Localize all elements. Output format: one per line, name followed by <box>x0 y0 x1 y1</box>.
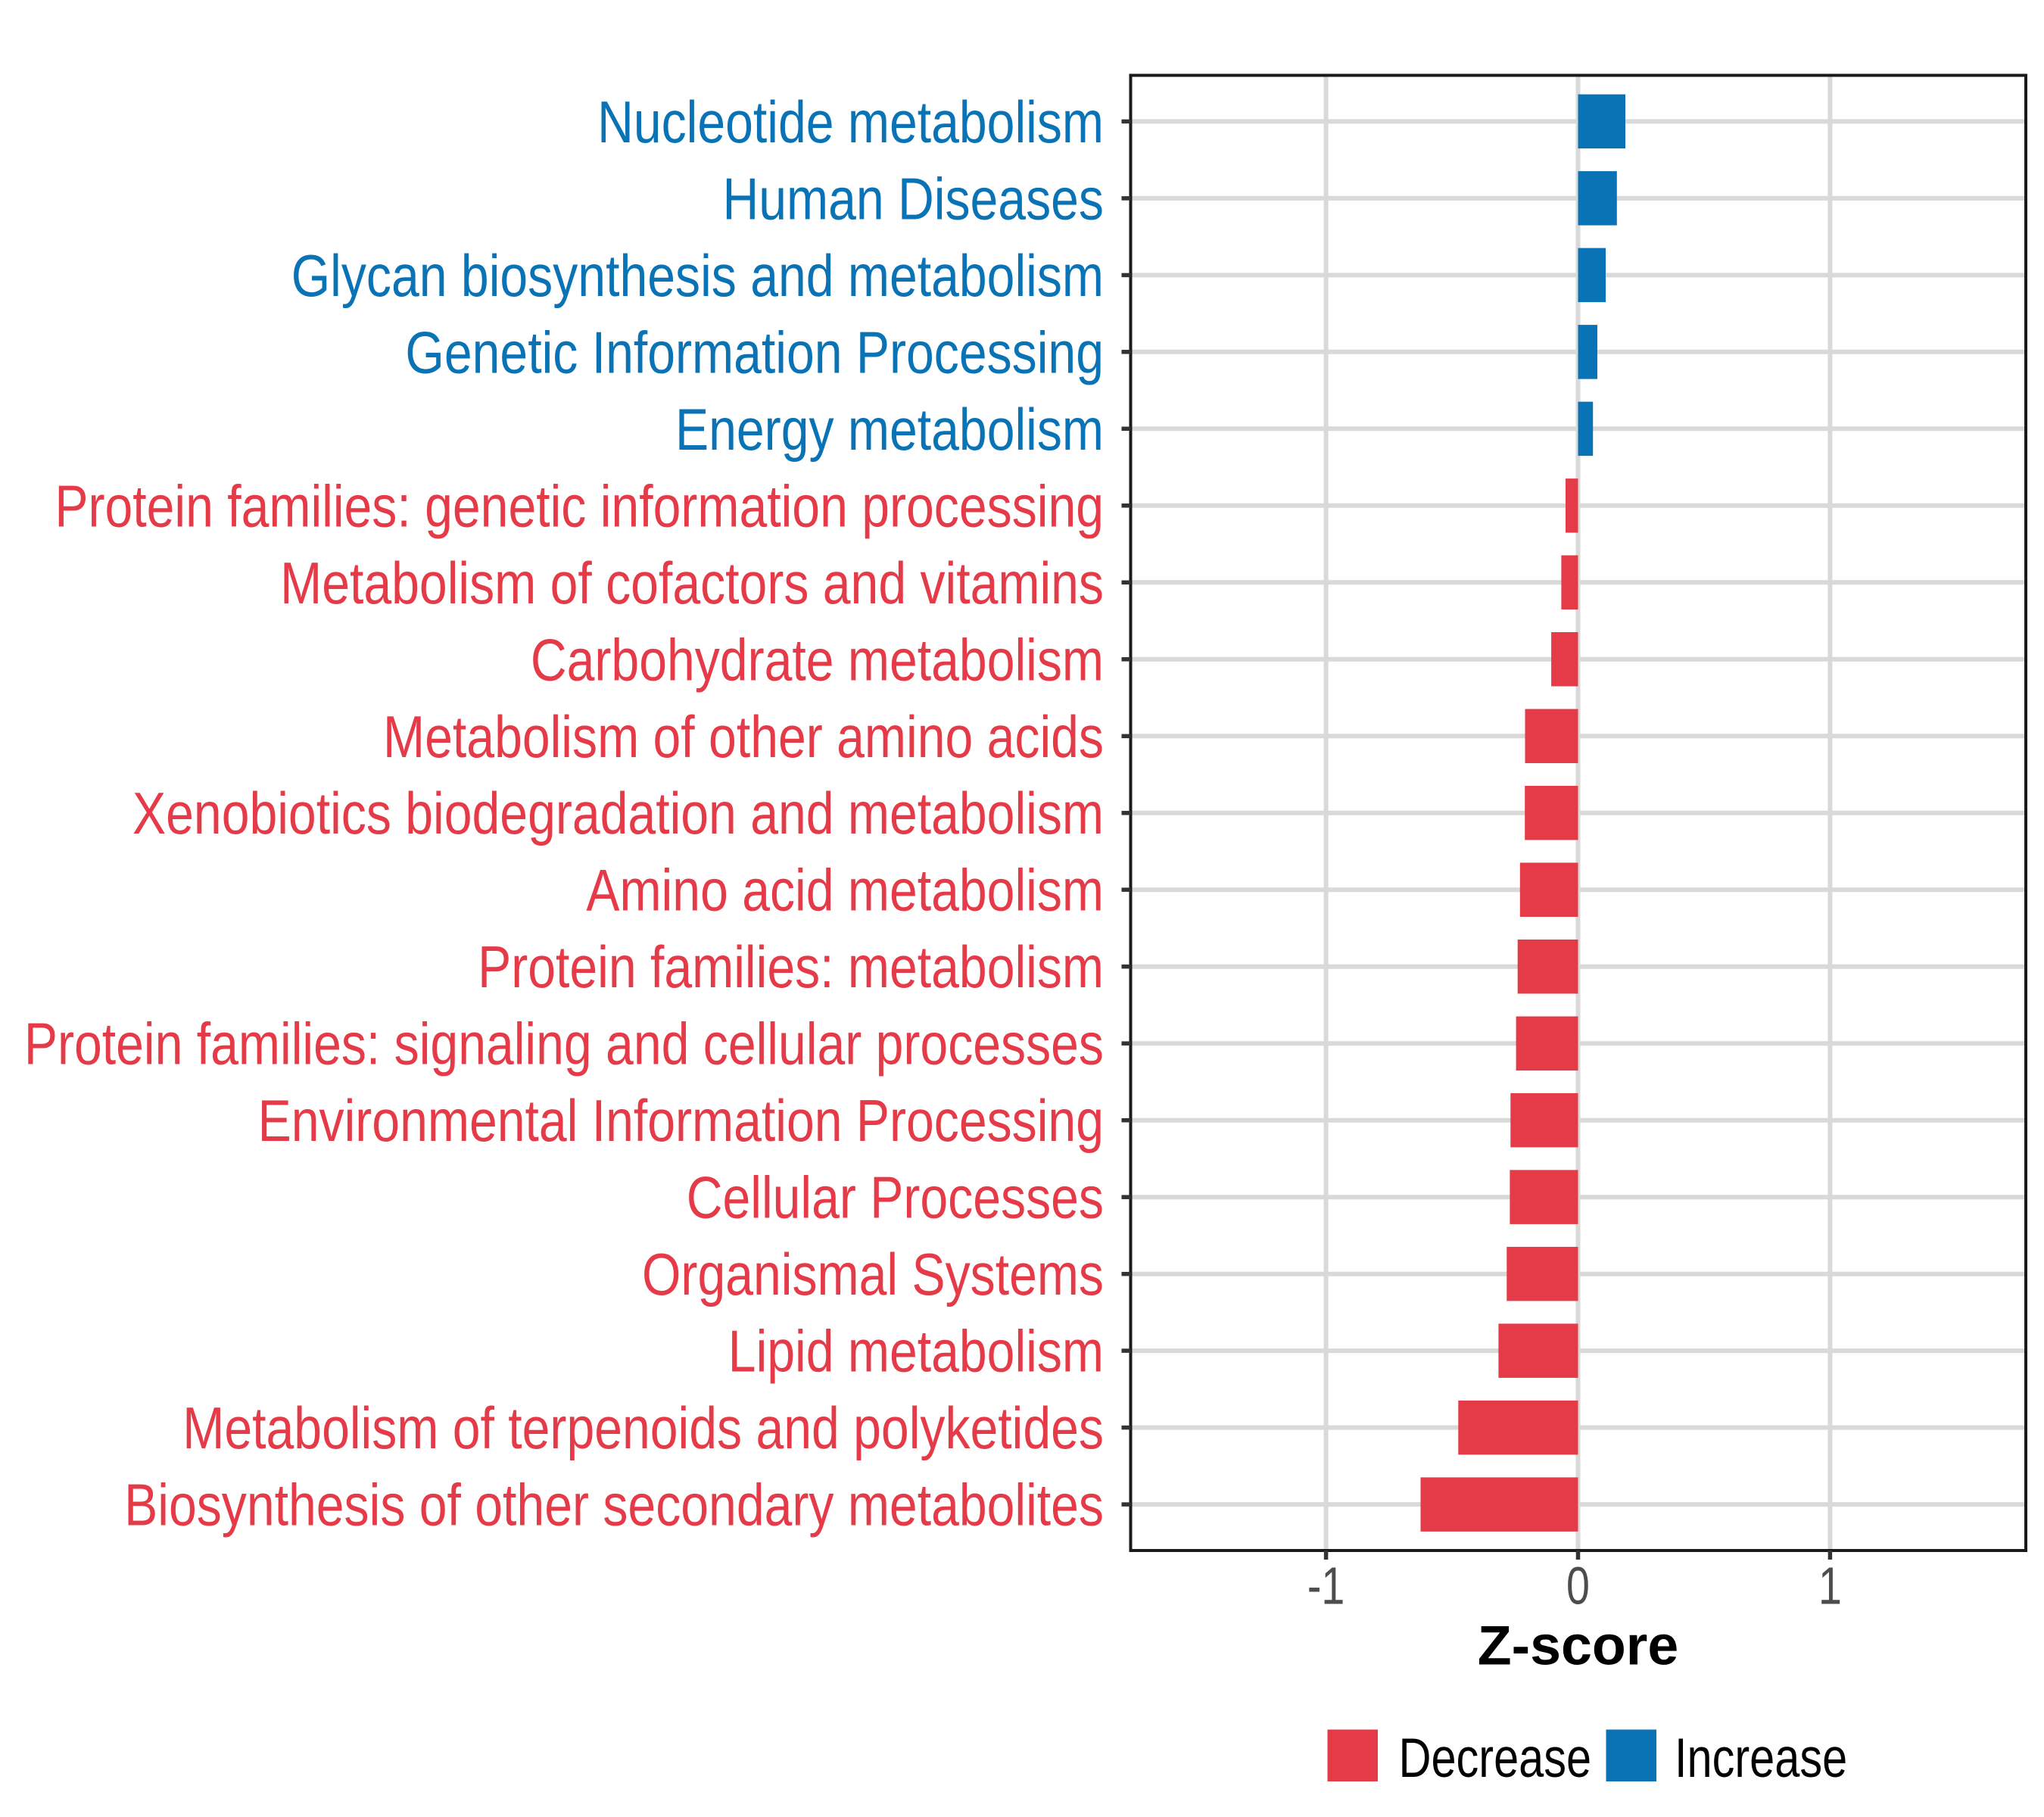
svg-text:Biosynthesis of other secondar: Biosynthesis of other secondary metaboli… <box>124 1473 1104 1538</box>
svg-text:Z-score: Z-score <box>1478 1614 1679 1677</box>
svg-text:Human Diseases: Human Diseases <box>722 167 1104 232</box>
svg-text:Organismal Systems: Organismal Systems <box>642 1242 1104 1307</box>
svg-text:Protein families: genetic info: Protein families: genetic information pr… <box>55 474 1104 539</box>
svg-text:Xenobiotics biodegradation and: Xenobiotics biodegradation and metabolis… <box>132 781 1104 846</box>
svg-text:Environmental Information Proc: Environmental Information Processing <box>258 1089 1104 1154</box>
svg-text:Protein families: signaling an: Protein families: signaling and cellular… <box>24 1012 1104 1077</box>
svg-text:Cellular Processes: Cellular Processes <box>687 1166 1104 1231</box>
svg-text:Energy metabolism: Energy metabolism <box>675 397 1104 463</box>
svg-text:1: 1 <box>1818 1557 1842 1616</box>
svg-text:Decrease: Decrease <box>1399 1728 1592 1789</box>
svg-text:Amino acid metabolism: Amino acid metabolism <box>586 859 1104 924</box>
svg-text:Glycan biosynthesis and metabo: Glycan biosynthesis and metabolism <box>291 244 1104 309</box>
svg-text:Metabolism of cofactors and vi: Metabolism of cofactors and vitamins <box>280 551 1104 616</box>
svg-text:-1: -1 <box>1307 1557 1344 1616</box>
svg-text:0: 0 <box>1566 1557 1590 1616</box>
svg-text:Metabolism of terpenoids and p: Metabolism of terpenoids and polyketides <box>182 1396 1104 1461</box>
svg-text:Genetic Information Processing: Genetic Information Processing <box>405 320 1104 385</box>
svg-text:Increase: Increase <box>1675 1728 1847 1789</box>
svg-text:Nucleotide metabolism: Nucleotide metabolism <box>597 90 1104 155</box>
svg-text:Lipid metabolism: Lipid metabolism <box>728 1320 1104 1385</box>
svg-text:Carbohydrate metabolism: Carbohydrate metabolism <box>531 628 1104 693</box>
svg-text:Metabolism of other amino acid: Metabolism of other amino acids <box>383 705 1104 770</box>
svg-text:Protein families: metabolism: Protein families: metabolism <box>478 935 1104 1000</box>
